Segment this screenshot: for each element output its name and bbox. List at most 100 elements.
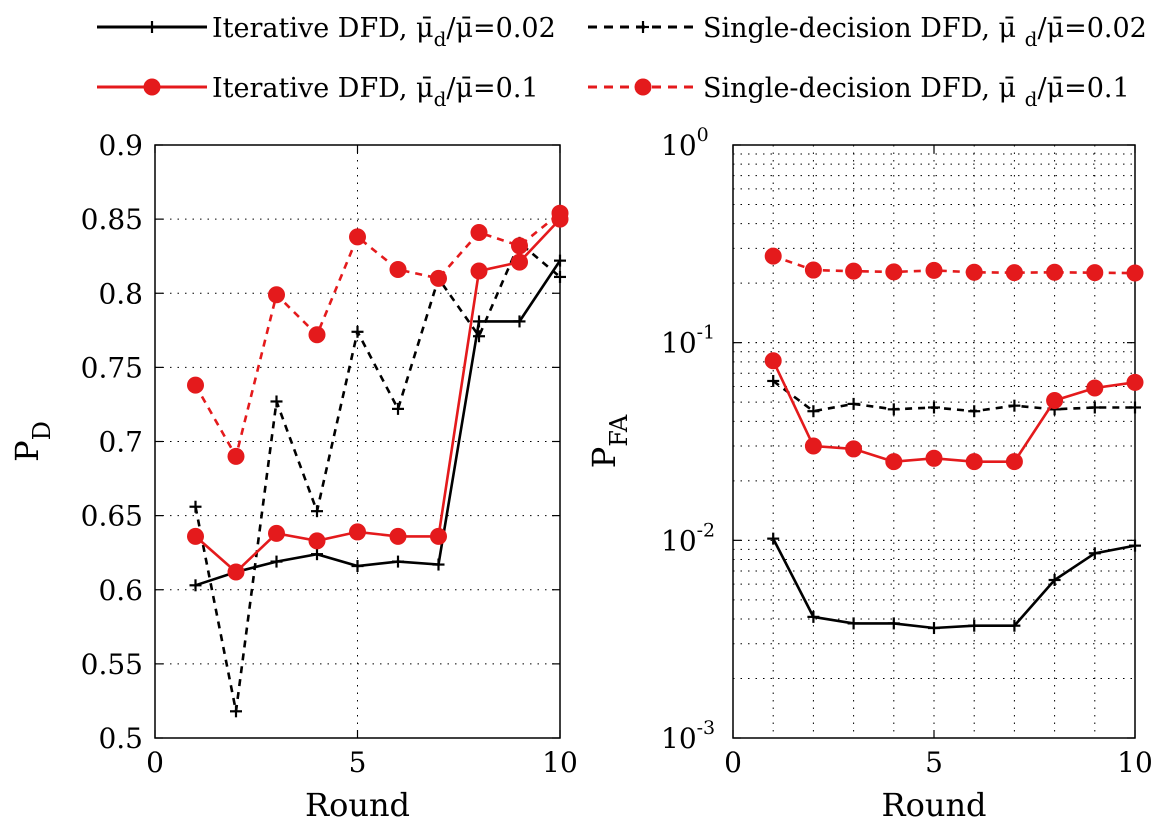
data-point xyxy=(928,401,940,414)
series-line xyxy=(772,538,1136,630)
data-point xyxy=(473,315,485,328)
legend-label-suffix: /μ̄=0.1 xyxy=(446,73,538,104)
y-tick-label: 0.6 xyxy=(98,574,143,607)
data-point xyxy=(1005,453,1023,471)
data-point xyxy=(1008,399,1021,412)
legend-label-suffix: /μ̄=0.02 xyxy=(446,13,555,44)
data-point xyxy=(187,376,204,394)
legend-label-suffix: /μ̄=0.1 xyxy=(1037,73,1129,104)
x-axis-label: Round xyxy=(305,786,410,824)
y-tick-label: 0.7 xyxy=(98,426,143,459)
data-point xyxy=(554,254,566,267)
data-point xyxy=(925,449,943,467)
data-point xyxy=(270,395,283,408)
y-tick-label: 0.5 xyxy=(98,722,143,755)
data-point xyxy=(351,560,364,573)
data-point xyxy=(1048,573,1061,586)
legend-marker xyxy=(146,21,158,33)
data-point xyxy=(845,440,863,458)
data-point xyxy=(1126,264,1144,282)
y-tick-label: 0.75 xyxy=(81,351,143,384)
data-point xyxy=(311,548,323,561)
data-point xyxy=(804,261,822,279)
legend-label-prefix: Single-decision DFD, xyxy=(703,13,999,44)
y-axis-label-sub: D xyxy=(28,421,56,440)
pd-chart: 0 5 10 0.5 0.55 0.6 0.65 0.7 0.75 0.8 0.85 0.9 Round… xyxy=(8,129,578,824)
data-point xyxy=(554,270,566,283)
legend-label-sub: d xyxy=(1025,87,1038,111)
data-point xyxy=(887,617,900,630)
y-tick-label: 0.8 xyxy=(98,277,143,310)
data-point xyxy=(389,527,407,545)
x-tick-label: 5 xyxy=(349,746,367,779)
y-axis-label-main: P xyxy=(8,440,46,462)
data-point xyxy=(430,527,447,545)
ticks: 0 5 10 0.5 0.55 0.6 0.65 0.7 0.75 0.8 0.85 0.9 xyxy=(81,129,578,779)
legend-entry: Single-decision DFD, μ̄ d/μ̄=0.02 xyxy=(588,13,1147,51)
data-point xyxy=(928,622,940,635)
y-tick-base: 10 xyxy=(661,524,697,557)
data-point xyxy=(847,397,860,410)
data-point xyxy=(511,237,528,255)
y-axis-label-sub: FA xyxy=(605,414,633,447)
data-point xyxy=(189,579,202,592)
legend-label-symbol: μ̄ xyxy=(416,13,434,44)
series-line xyxy=(772,379,1135,413)
data-point xyxy=(470,262,488,280)
series xyxy=(187,210,569,581)
data-point xyxy=(268,286,285,304)
series-line xyxy=(772,254,1136,275)
legend-marker xyxy=(143,78,161,96)
data-point xyxy=(968,619,981,632)
data-point xyxy=(389,261,407,279)
y-axis-label: PD xyxy=(8,421,56,462)
series-line xyxy=(194,212,561,460)
data-point xyxy=(392,402,404,415)
x-axis-label: Round xyxy=(881,786,986,824)
series-line xyxy=(195,259,562,587)
y-tick-label: 0.85 xyxy=(81,203,143,236)
data-point xyxy=(308,326,326,344)
data-point xyxy=(227,563,245,581)
y-tick-exp: 0 xyxy=(697,124,709,146)
data-point xyxy=(308,532,326,550)
y-tick-exp: -2 xyxy=(697,519,716,541)
data-point xyxy=(189,500,202,513)
data-point xyxy=(887,403,900,416)
data-point xyxy=(885,263,903,281)
data-point xyxy=(227,447,245,465)
legend-label-symbol: μ̄ xyxy=(999,13,1025,44)
series xyxy=(767,532,1141,635)
data-point xyxy=(432,558,445,571)
series-line xyxy=(194,240,561,712)
legend: Iterative DFD, μ̄d/μ̄=0.02 Single-decisio… xyxy=(97,13,1147,111)
y-tick-base: 10 xyxy=(661,129,697,162)
data-point xyxy=(473,330,485,343)
legend-label-suffix: /μ̄=0.02 xyxy=(1037,13,1146,44)
y-tick-label: 0.9 xyxy=(98,129,143,162)
data-point xyxy=(764,247,782,265)
data-point xyxy=(270,555,283,568)
series xyxy=(767,374,1141,418)
legend-marker xyxy=(634,78,652,96)
legend-entry: Single-decision DFD, μ̄ d/μ̄=0.1 xyxy=(588,73,1130,111)
data-point xyxy=(349,228,366,246)
data-point xyxy=(1126,373,1144,391)
series xyxy=(189,254,566,592)
y-tick-label: 100 xyxy=(661,124,709,162)
data-point xyxy=(804,437,822,455)
series-line xyxy=(772,360,1136,464)
data-point xyxy=(511,253,528,271)
legend-label: Single-decision DFD, μ̄ d/μ̄=0.02 xyxy=(703,13,1147,51)
data-point xyxy=(767,532,780,545)
data-point xyxy=(470,223,488,241)
x-tick-label: 5 xyxy=(925,746,943,779)
x-tick-label: 10 xyxy=(542,746,578,779)
legend-label-symbol: μ̄ xyxy=(999,73,1025,104)
data-point xyxy=(1088,547,1101,560)
series xyxy=(764,352,1144,471)
data-point xyxy=(268,524,285,542)
data-point xyxy=(885,453,903,471)
legend-label-symbol: μ̄ xyxy=(416,73,434,104)
